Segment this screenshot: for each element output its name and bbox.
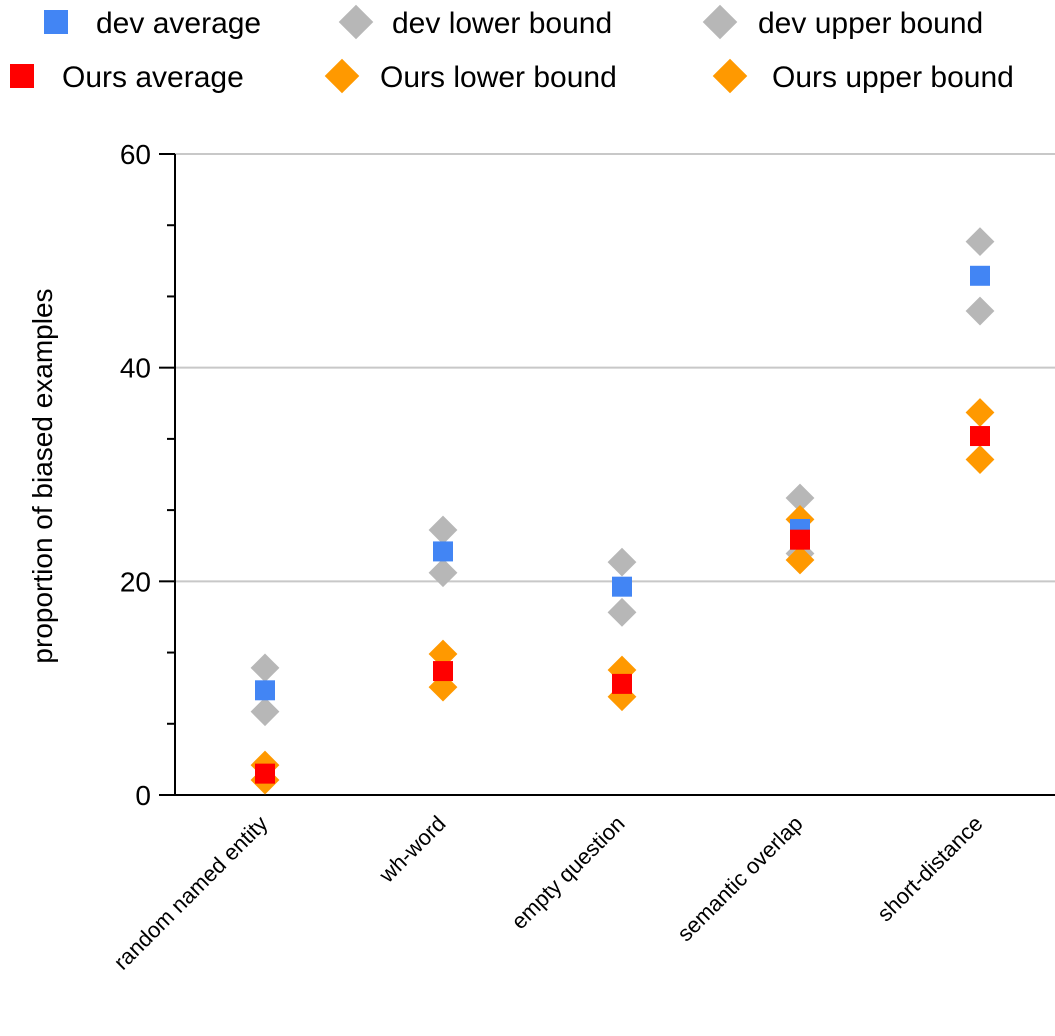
legend-marker-1	[338, 4, 374, 40]
point-dev-average-2	[612, 576, 632, 597]
point-dev-lower-bound-2	[607, 597, 637, 627]
x-tick-label-0: random named entity	[109, 811, 273, 975]
legend-label-2: dev upper bound	[758, 7, 983, 40]
point-ours-average-1	[433, 661, 453, 682]
point-ours-average-2	[612, 673, 632, 694]
legend-marker-4	[324, 58, 360, 94]
y-tick-label-0: 0	[135, 780, 151, 811]
legend-item-0: dev average	[44, 7, 261, 40]
y-axis-label: proportion of biased examples	[27, 288, 58, 663]
y-axis-ticks: 0 20 40 60	[120, 139, 175, 811]
point-dev-upper-bound-4	[965, 227, 995, 257]
legend-marker-3	[10, 64, 34, 88]
y-tick-label-1: 20	[120, 566, 151, 597]
x-tick-label-3: semantic overlap	[672, 811, 807, 946]
x-tick-label-1: wh-word	[373, 811, 450, 888]
point-dev-average-1	[433, 541, 453, 562]
point-dev-upper-bound-2	[607, 547, 637, 577]
legend-marker-0	[44, 10, 68, 34]
y-tick-label-2: 40	[120, 353, 151, 384]
point-dev-average-0	[255, 680, 275, 701]
point-ours-lower-bound-1	[428, 672, 458, 702]
legend-item-5: Ours upper bound	[712, 58, 1014, 94]
x-tick-label-4: short-distance	[872, 811, 987, 926]
point-dev-upper-bound-3	[785, 483, 815, 513]
legend-item-3: Ours average	[10, 61, 244, 94]
legend-item-1: dev lower bound	[338, 4, 612, 40]
legend-item-4: Ours lower bound	[324, 58, 617, 94]
point-ours-lower-bound-3	[785, 545, 815, 575]
legend-label-0: dev average	[96, 7, 261, 40]
point-ours-upper-bound-4	[965, 398, 995, 427]
x-tick-label-2: empty question	[506, 811, 629, 934]
y-tick-label-3: 60	[120, 139, 151, 170]
x-axis-ticks: random named entity wh-word empty question…	[109, 811, 988, 975]
gridlines	[175, 153, 1055, 583]
data-points	[250, 227, 995, 795]
legend-marker-5	[712, 58, 748, 94]
point-ours-lower-bound-4	[965, 445, 995, 474]
point-dev-upper-bound-0	[250, 653, 280, 683]
point-dev-upper-bound-1	[428, 515, 458, 545]
legend-label-3: Ours average	[62, 61, 244, 94]
point-ours-upper-bound-1	[428, 639, 458, 669]
point-ours-average-0	[255, 763, 275, 784]
legend-item-2: dev upper bound	[702, 4, 983, 40]
point-dev-lower-bound-0	[250, 697, 280, 727]
axes	[174, 154, 1055, 796]
point-dev-lower-bound-4	[965, 296, 995, 326]
legend-label-4: Ours lower bound	[380, 61, 617, 94]
legend-marker-2	[702, 4, 738, 40]
legend-label-1: dev lower bound	[392, 7, 612, 40]
point-dev-average-4	[970, 265, 990, 286]
point-dev-lower-bound-1	[428, 558, 458, 588]
point-ours-average-3	[790, 529, 810, 550]
point-ours-average-4	[970, 426, 990, 447]
legend: dev average dev lower bound dev upper boun…	[10, 4, 1014, 94]
legend-label-5: Ours upper bound	[772, 61, 1014, 94]
